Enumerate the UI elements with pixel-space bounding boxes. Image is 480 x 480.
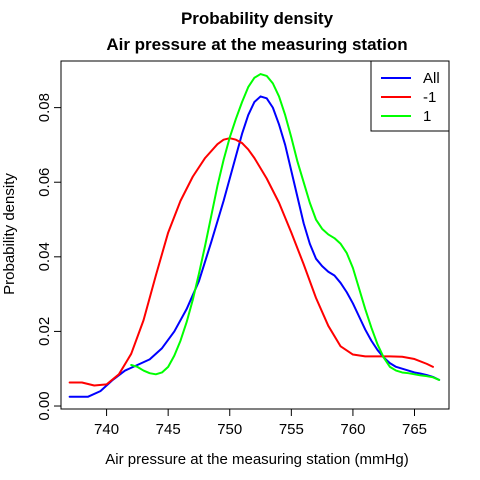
y-tick-label-3: 0.06 xyxy=(36,168,53,197)
x-tick-label-3: 755 xyxy=(279,421,304,438)
legend-label-2: 1 xyxy=(423,108,431,125)
y-tick-label-2: 0.04 xyxy=(36,242,53,271)
x-tick-label-0: 740 xyxy=(94,421,119,438)
x-tick-label-1: 745 xyxy=(156,421,181,438)
x-axis-label: Air pressure at the measuring station (m… xyxy=(105,451,408,468)
x-tick-label-4: 760 xyxy=(340,421,365,438)
y-tick-label-4: 0.08 xyxy=(36,93,53,122)
y-tick-label-0: 0.00 xyxy=(36,391,53,420)
series-line-2 xyxy=(130,73,441,381)
plot-frame xyxy=(60,60,450,410)
x-tick-label-2: 750 xyxy=(217,421,242,438)
chart-title: Probability density xyxy=(181,9,334,28)
series-line-1 xyxy=(68,137,434,387)
plot-lines xyxy=(68,73,441,398)
y-tick-label-1: 0.02 xyxy=(36,317,53,346)
legend-box xyxy=(370,60,450,132)
legend-label-1: -1 xyxy=(423,89,436,106)
x-tick-label-5: 765 xyxy=(402,421,427,438)
legend: All -1 1 xyxy=(370,60,450,132)
chart-subtitle: Air pressure at the measuring station xyxy=(106,35,407,54)
y-axis-label: Probability density xyxy=(1,173,18,295)
legend-label-0: All xyxy=(423,70,440,87)
x-axis: 740 745 750 755 760 765 xyxy=(94,409,427,438)
y-axis: 0.00 0.02 0.04 0.06 0.08 xyxy=(36,93,61,421)
series-line-0 xyxy=(68,95,441,398)
